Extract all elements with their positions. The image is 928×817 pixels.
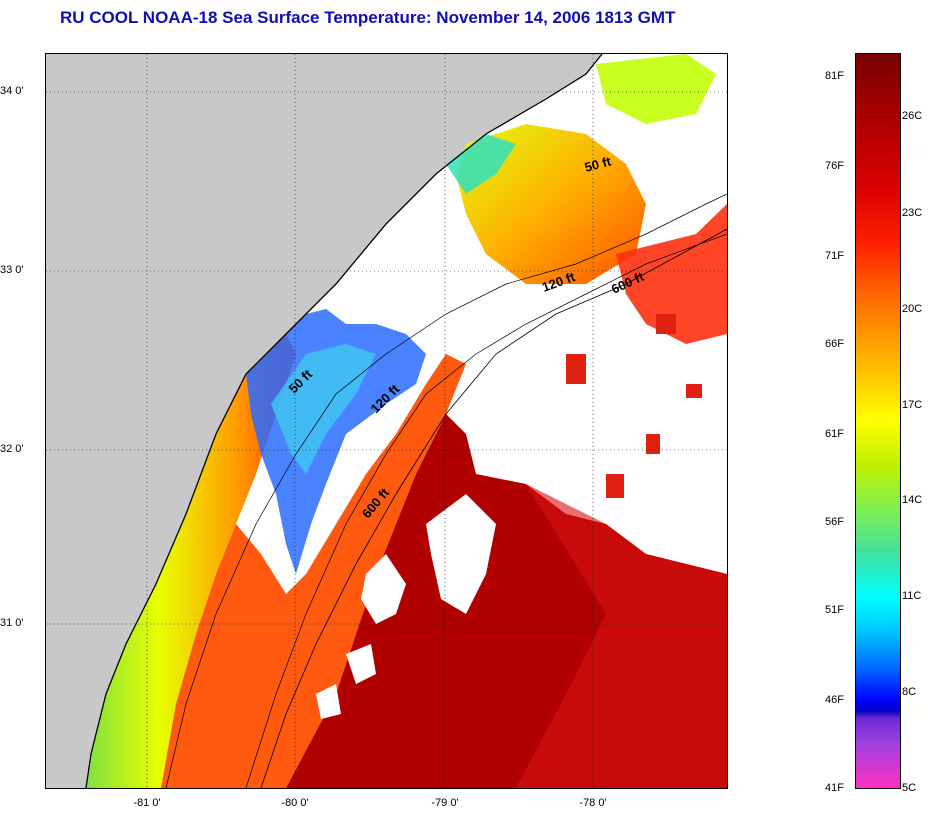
- depth-label: 50 ft: [583, 153, 613, 175]
- lat-label: 32 0': [0, 443, 24, 455]
- lon-label: -79 0': [431, 797, 459, 809]
- graticule: [46, 54, 727, 788]
- sst-map[interactable]: 50 ft 120 ft 600 ft 50 ft 120 ft 600 ft: [45, 53, 728, 789]
- northern-yellow-patch: [596, 54, 716, 124]
- colorbar-f-label: 51F: [825, 604, 844, 616]
- colorbar-f-label: 56F: [825, 516, 844, 528]
- colorbar-f-label: 61F: [825, 428, 844, 440]
- map-title: RU COOL NOAA-18 Sea Surface Temperature:…: [60, 8, 676, 27]
- offshore-warm-pixel: [646, 434, 660, 454]
- lat-label: 31 0': [0, 617, 24, 629]
- warm-shelf-water: [161, 354, 466, 788]
- colorbar-c-label: 11C: [902, 590, 922, 602]
- lat-label: 34 0': [0, 85, 24, 97]
- cloud-patch: [316, 684, 341, 719]
- cloud-patch: [346, 644, 376, 684]
- offshore-warm-pixel: [606, 474, 624, 498]
- cloud-patch: [361, 554, 406, 624]
- offshore-warm-pixel: [656, 314, 676, 334]
- colorbar-f-label: 81F: [825, 70, 844, 82]
- gulf-stream-outer: [516, 484, 727, 788]
- cold-water-tongue: [246, 309, 426, 574]
- colorbar-c-label: 8C: [902, 686, 917, 698]
- colorbar-c-label: 20C: [902, 303, 923, 315]
- colorbar-f-label: 46F: [825, 694, 844, 706]
- colorbar-c-label: 26C: [902, 110, 923, 122]
- sst-map-canvas: 50 ft 120 ft 600 ft 50 ft 120 ft 600 ft: [46, 54, 727, 788]
- northern-warm-water: [456, 124, 646, 284]
- colorbar-f-label: 41F: [825, 782, 844, 794]
- lat-label: 33 0': [0, 264, 24, 276]
- colorbar-c-label: 23C: [902, 207, 923, 219]
- colorbar-f-label: 66F: [825, 338, 844, 350]
- colorbar-f-label: 71F: [825, 250, 844, 262]
- isobath-600ft: [260, 228, 727, 788]
- isobath-120ft: [245, 233, 727, 788]
- cool-water-patch: [271, 344, 376, 474]
- nearshore-band: [86, 334, 296, 788]
- colorbar-c-label: 5C: [902, 782, 917, 794]
- lon-label: -78 0': [579, 797, 607, 809]
- lon-label: -80 0': [281, 797, 309, 809]
- isobath-50ft: [165, 193, 727, 788]
- colorbar-c-label: 14C: [902, 494, 923, 506]
- colorbar-f-label: 76F: [825, 160, 844, 172]
- offshore-warm-pixel: [686, 384, 702, 398]
- offshore-warm-pixel: [566, 354, 586, 384]
- colorbar: [855, 53, 901, 789]
- colorbar-c-label: 17C: [902, 399, 923, 411]
- lon-label: -81 0': [133, 797, 161, 809]
- offshore-warm-patch: [616, 204, 727, 344]
- northern-cool-patch: [446, 134, 516, 194]
- cloud-patch: [426, 494, 496, 614]
- coastline: [85, 54, 603, 788]
